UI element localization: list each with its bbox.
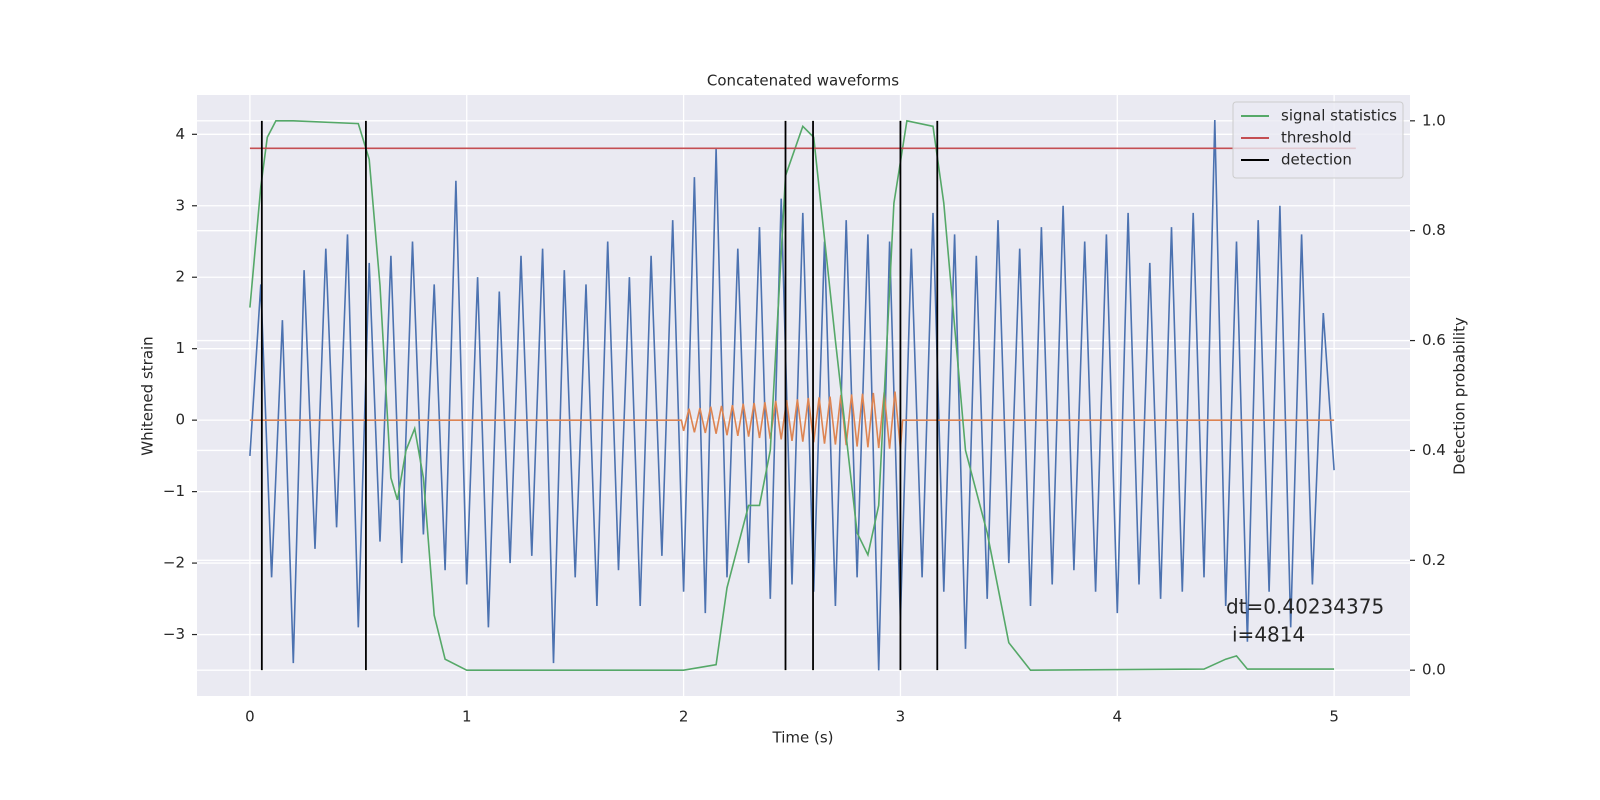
y2-axis-label: Detection probability xyxy=(1451,317,1469,475)
x-tick-label: 3 xyxy=(896,708,906,726)
yticks-label: 4 xyxy=(175,125,185,143)
yticks-label: −3 xyxy=(163,625,185,643)
yticks-label: 0 xyxy=(175,411,185,429)
y2ticks-label: 0.2 xyxy=(1422,551,1446,569)
chart-title: Concatenated waveforms xyxy=(707,72,899,90)
legend-label: signal statistics xyxy=(1281,107,1397,125)
series-line xyxy=(249,119,1335,671)
yticks-label: 1 xyxy=(175,339,185,357)
x-tick-label: 2 xyxy=(679,708,689,726)
annotation: dt=0.40234375 xyxy=(1226,595,1384,619)
x-tick-label: 4 xyxy=(1112,708,1122,726)
legend-label: threshold xyxy=(1281,129,1352,147)
x-tick-label: 0 xyxy=(245,708,255,726)
y-axis-label: Whitened strain xyxy=(139,336,157,455)
y2ticks-label: 0.8 xyxy=(1422,221,1446,239)
yticks-label: −2 xyxy=(163,554,185,572)
legend-box xyxy=(1232,101,1404,179)
series-line xyxy=(249,119,1335,672)
yticks-label: 2 xyxy=(175,268,185,286)
yticks-label: 3 xyxy=(175,196,185,214)
x-tick-label: 1 xyxy=(462,708,472,726)
y2ticks-label: 1.0 xyxy=(1422,111,1446,129)
y2ticks-label: 0.4 xyxy=(1422,441,1446,459)
yticks-label: −1 xyxy=(163,482,185,500)
legend-label: detection xyxy=(1281,151,1352,169)
annotation: i=4814 xyxy=(1232,623,1305,647)
y2ticks-label: 0.0 xyxy=(1422,661,1446,679)
x-axis-label: Time (s) xyxy=(772,729,834,747)
series-line xyxy=(249,391,1335,449)
x-tick-label: 5 xyxy=(1329,708,1339,726)
y2ticks-label: 0.6 xyxy=(1422,331,1446,349)
